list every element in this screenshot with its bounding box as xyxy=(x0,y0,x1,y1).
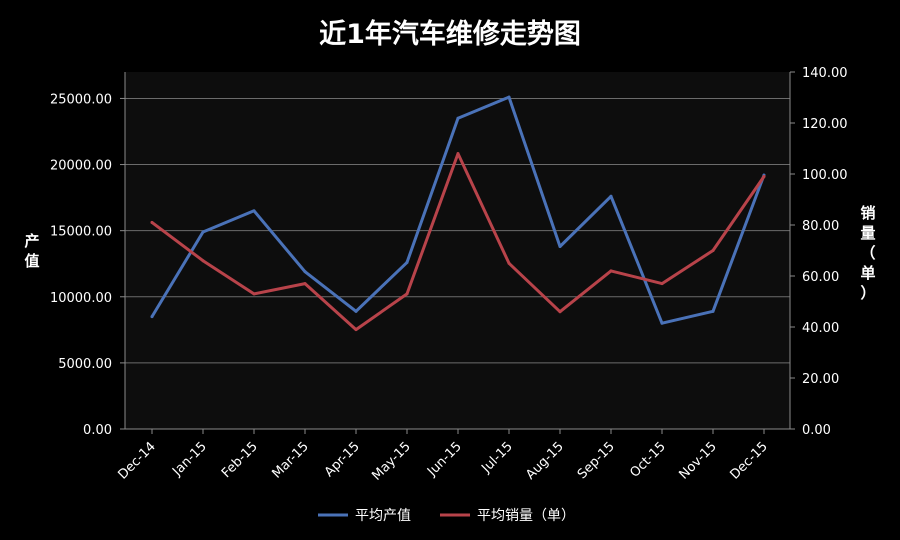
y-left-tick-label: 5000.00 xyxy=(58,357,112,372)
series-2-point xyxy=(711,249,715,252)
y-left-tick-label: 20000.00 xyxy=(50,159,112,174)
y-right-tick-label: 40.00 xyxy=(802,321,839,336)
series-2-point xyxy=(201,259,205,263)
series-2-point xyxy=(507,261,511,265)
series-2-point xyxy=(150,220,154,224)
y-right-tick-label: 100.00 xyxy=(802,168,848,183)
y-right-tick-label: 60.00 xyxy=(802,270,839,285)
y-left-label-char: 值 xyxy=(24,252,39,270)
series-1-point xyxy=(201,230,205,234)
series-2-point xyxy=(405,292,409,296)
y-right-label-char: 销 xyxy=(860,204,875,222)
x-tick-label: Feb-15 xyxy=(219,439,261,481)
y-left-tick-label: 10000.00 xyxy=(50,291,112,306)
y-left-tick-label: 25000.00 xyxy=(50,92,112,107)
x-tick-label: Oct-15 xyxy=(627,439,669,481)
series-1-point xyxy=(405,260,409,264)
series-1-point xyxy=(252,209,256,213)
y-left-tick-label: 15000.00 xyxy=(50,225,112,240)
series-2-point xyxy=(609,269,613,273)
series-2-point xyxy=(252,292,256,296)
y-left-axis-label: 产值 xyxy=(24,232,39,270)
y-left-tick-label: 0.00 xyxy=(83,423,112,438)
x-tick-label: Dec-14 xyxy=(115,439,158,482)
x-tick-label: May-15 xyxy=(369,439,413,483)
legend-label-2: 平均销量（单） xyxy=(477,508,575,524)
series-1-point xyxy=(456,116,460,120)
y-right-axis-label: 销量 （ 单 ） xyxy=(860,204,875,302)
x-tick-label: Sep-15 xyxy=(575,439,618,482)
series-2-point xyxy=(762,175,766,179)
y-left-label-char: 产 xyxy=(24,232,39,250)
series-2-point xyxy=(456,152,460,156)
plot-area: 0.00 5000.00 10000.00 15000.00 20000.00 25000… xyxy=(50,66,848,484)
x-tick-label: Jul-15 xyxy=(478,439,515,476)
series-1-point xyxy=(507,95,511,99)
y-right-label-char: 单 xyxy=(860,264,875,282)
x-tick-label: Nov-15 xyxy=(677,439,720,482)
y-right-label-char: 量 xyxy=(860,224,875,242)
series-1-point xyxy=(354,309,358,313)
series-2-point xyxy=(354,328,358,332)
y-right-tick-label: 140.00 xyxy=(802,66,848,81)
x-tick-label: Apr-15 xyxy=(322,439,363,480)
chart-title: 近1年汽车维修走势图 xyxy=(319,18,581,50)
x-tick-label: Mar-15 xyxy=(269,439,311,481)
y-right-tick-label: 0.00 xyxy=(802,423,831,438)
series-1-point xyxy=(303,270,307,274)
series-1-point xyxy=(150,315,154,319)
series-1-point xyxy=(609,194,613,198)
series-2-point xyxy=(558,310,562,314)
y-right-tick-label: 20.00 xyxy=(802,372,839,387)
series-1-point xyxy=(711,309,715,313)
series-1-point xyxy=(558,245,562,249)
x-tick-label: Dec-15 xyxy=(727,439,770,482)
plot-background xyxy=(125,72,790,429)
series-2-point xyxy=(660,282,664,286)
x-tick-label: Jan-15 xyxy=(169,439,210,480)
y-right-label-char: （ xyxy=(860,244,875,262)
x-tick-label: Aug-15 xyxy=(523,439,567,483)
legend: 平均产值 平均销量（单） xyxy=(318,508,575,524)
series-1-point xyxy=(660,321,664,325)
legend-label-1: 平均产值 xyxy=(355,508,411,524)
y-right-tick-label: 120.00 xyxy=(802,117,848,132)
series-2-point xyxy=(303,282,307,286)
x-tick-label: Jun-15 xyxy=(424,439,465,480)
y-right-label-char: ） xyxy=(860,284,875,302)
y-right-tick-label: 80.00 xyxy=(802,219,839,234)
